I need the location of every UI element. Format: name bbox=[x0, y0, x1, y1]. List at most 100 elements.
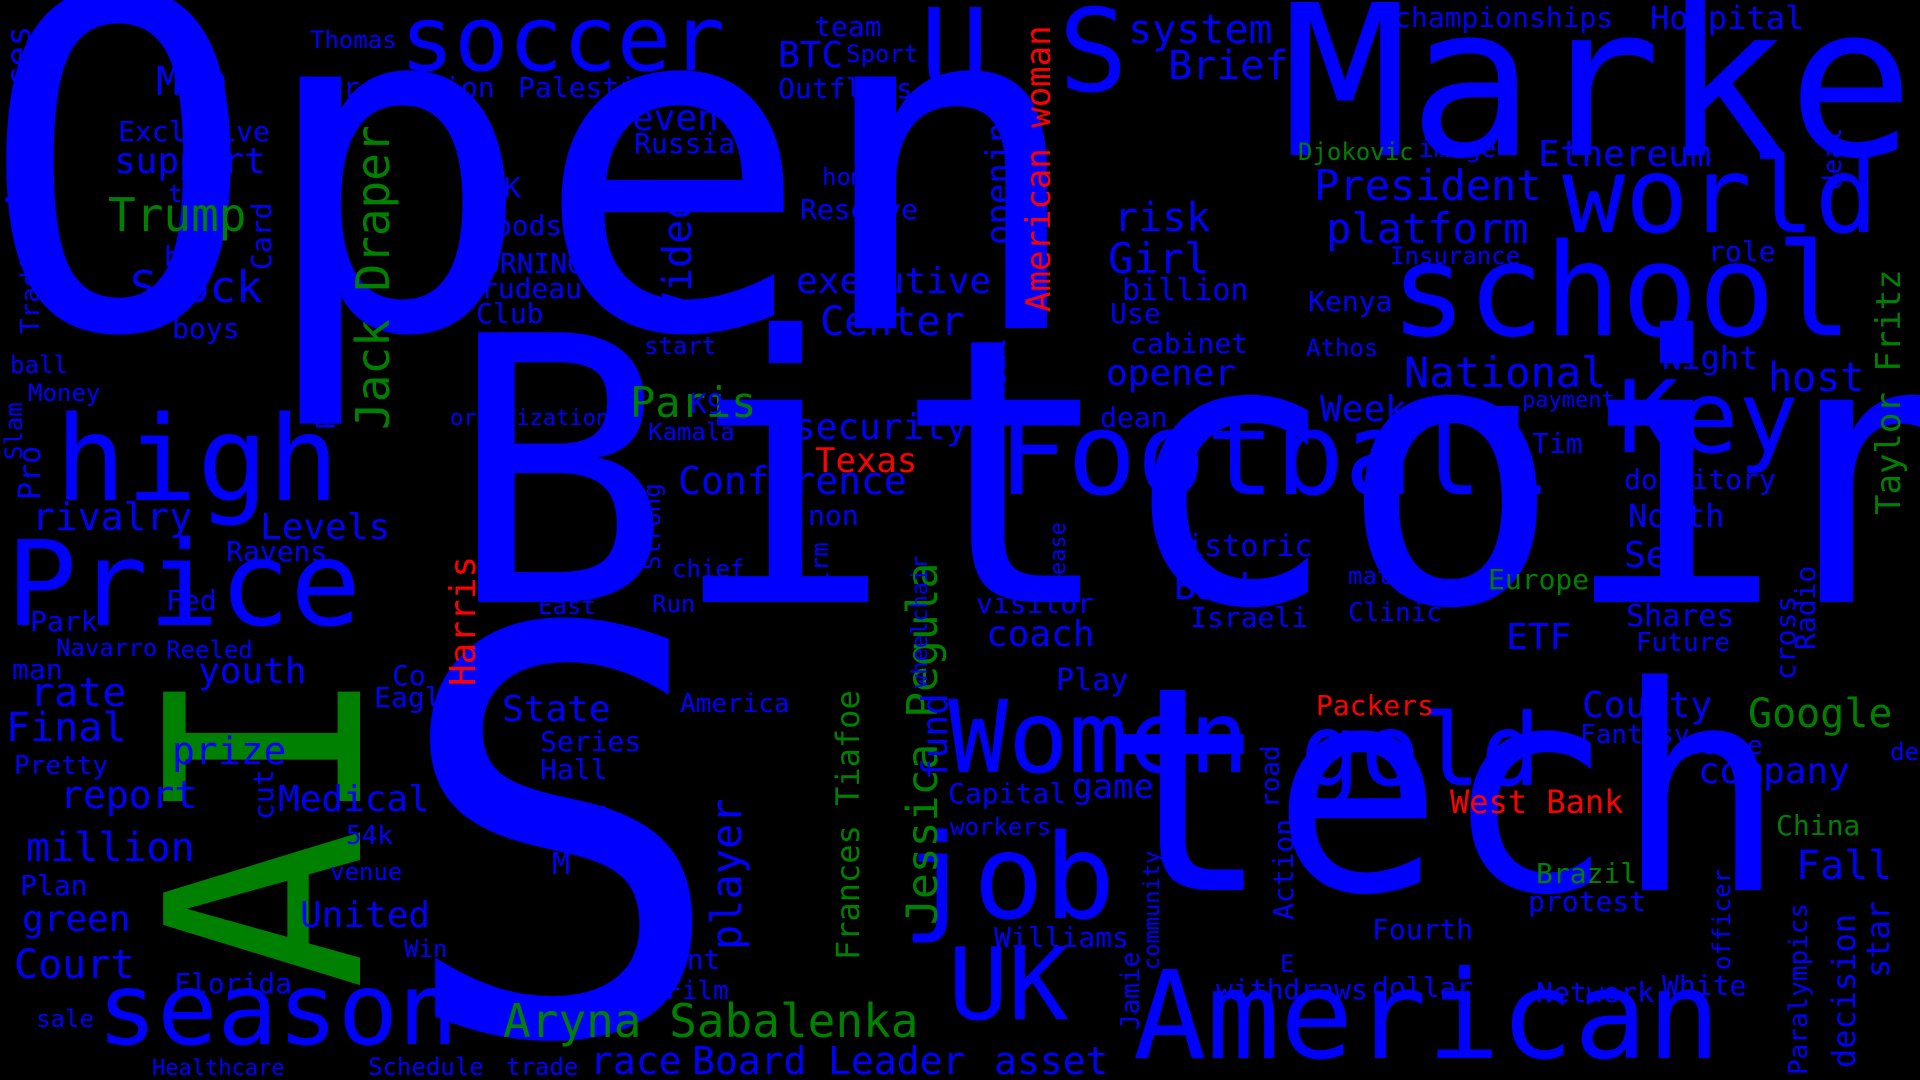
word-plan: Plan bbox=[20, 869, 88, 902]
word-board: Board bbox=[692, 1039, 807, 1080]
word-levels: Levels bbox=[260, 507, 391, 548]
word-west-bank: West Bank bbox=[1450, 783, 1624, 821]
word-deal: deal bbox=[1818, 127, 1848, 190]
word-women: Women bbox=[948, 679, 1250, 796]
word-wheelchair: wheelchair bbox=[908, 555, 933, 688]
word-white: White bbox=[1662, 969, 1747, 1002]
word-state: State bbox=[502, 689, 611, 730]
word-support: support bbox=[114, 141, 266, 182]
word-russia: Russia bbox=[634, 127, 736, 160]
word-frances-tiafoe: Frances Tiafoe bbox=[829, 690, 867, 960]
word-kamala: Kamala bbox=[648, 418, 735, 446]
word-set: Set bbox=[1624, 535, 1690, 576]
word-dean: dean bbox=[1100, 401, 1168, 434]
word-bad: bad bbox=[164, 240, 215, 273]
word-google: Google bbox=[1748, 691, 1893, 737]
word-bank: Bank bbox=[1174, 567, 1261, 608]
word-foods: foods bbox=[478, 209, 563, 242]
word-million: million bbox=[26, 825, 195, 871]
word-paris: Paris bbox=[630, 378, 757, 427]
word-aryna-sabalenka: Aryna Sabalenka bbox=[503, 994, 919, 1048]
word-palestinian: Palestinian bbox=[518, 71, 704, 104]
word-cross: cross bbox=[1769, 595, 1802, 680]
word-action: Action bbox=[1267, 818, 1300, 920]
word-border: border bbox=[506, 795, 608, 828]
word-team: team bbox=[814, 10, 882, 43]
word-money: Money bbox=[28, 379, 101, 407]
word-match: match bbox=[1348, 562, 1421, 590]
word-clinic: Clinic bbox=[1348, 598, 1442, 628]
word-de: de bbox=[1890, 738, 1919, 766]
word-exclusive: Exclusive bbox=[118, 115, 270, 148]
word-future: Future bbox=[1636, 628, 1730, 658]
word-north: North bbox=[1628, 497, 1725, 535]
word-taylor-fritz: Taylor Fritz bbox=[1869, 269, 1909, 515]
word-historic: Historic bbox=[1168, 529, 1313, 564]
word-case: Case bbox=[1700, 731, 1763, 761]
word-officer: officer bbox=[1708, 868, 1736, 970]
word-trump: Trump bbox=[108, 188, 247, 242]
word-network: Network bbox=[1536, 976, 1655, 1009]
word-fantasy: Fantasy bbox=[1580, 720, 1690, 750]
word-ravens: Ravens bbox=[226, 535, 328, 568]
word-texas: Texas bbox=[815, 441, 918, 481]
word-event: event bbox=[632, 98, 741, 139]
word-film: Film bbox=[666, 976, 729, 1006]
word-card: Card bbox=[245, 202, 278, 270]
word-morning: MORNING bbox=[466, 247, 585, 280]
word-price: Price bbox=[6, 515, 362, 653]
word-giant: giant bbox=[636, 943, 721, 976]
word-united: United bbox=[300, 895, 431, 936]
word-school: school bbox=[1390, 217, 1853, 366]
word-girl: Girl bbox=[1108, 234, 1210, 283]
word-organization: organization bbox=[450, 406, 609, 431]
word-boys: boys bbox=[172, 312, 240, 345]
word-week: Week bbox=[1320, 389, 1407, 430]
word-american-woman: American woman bbox=[1019, 25, 1059, 312]
word-china: China bbox=[1776, 809, 1861, 842]
word-m: M bbox=[552, 847, 571, 882]
word-djokovic: Djokovic bbox=[1298, 138, 1414, 166]
word-us: U S bbox=[920, 0, 1128, 119]
word-stock: Stock bbox=[130, 262, 263, 313]
word-conference: Conference bbox=[678, 459, 907, 503]
word-road: road bbox=[1256, 745, 1286, 808]
word-sport: Sport bbox=[846, 40, 919, 68]
word-ethereum: Ethereum bbox=[1538, 134, 1712, 175]
word-high: high bbox=[55, 390, 340, 528]
word-tech: tech bbox=[1100, 626, 1787, 958]
word-s: S bbox=[392, 514, 730, 1080]
word-game: game bbox=[1072, 767, 1154, 807]
word-america: America bbox=[680, 689, 790, 719]
word-trudeau: Trudeau bbox=[464, 272, 583, 305]
word-coach: coach bbox=[986, 614, 1095, 655]
word-billion: billion bbox=[1122, 273, 1249, 308]
word-open: Open bbox=[0, 0, 1088, 437]
word-championships: championships bbox=[1394, 1, 1614, 34]
word-youth: youth bbox=[198, 651, 307, 692]
word-payment: payment bbox=[1522, 388, 1615, 413]
word-jack-draper: Jack Draper bbox=[346, 125, 400, 430]
word-ball: ball bbox=[10, 351, 68, 379]
word-paralympics: Paralympics bbox=[1784, 902, 1814, 1075]
word-pretty: Pretty bbox=[14, 751, 108, 781]
word-court: Court bbox=[14, 942, 135, 988]
word-eagles: Eagles bbox=[374, 681, 476, 714]
word-brief: Brief bbox=[1168, 43, 1289, 89]
word-firm: firm bbox=[806, 542, 834, 600]
word-reeled: Reeled bbox=[166, 636, 253, 664]
word-venue: venue bbox=[330, 858, 403, 886]
word-football: Football bbox=[998, 388, 1552, 522]
word-park: Park bbox=[30, 605, 98, 638]
word-jamie: Jamie bbox=[1116, 951, 1146, 1030]
word-dormitory: dormitory bbox=[1624, 463, 1776, 496]
word-sale: sale bbox=[36, 1005, 94, 1033]
word-soccer: soccer bbox=[400, 0, 726, 92]
word-opener: opener bbox=[1106, 353, 1237, 394]
word-israeli: Israeli bbox=[1190, 601, 1309, 634]
word-florida: Florida bbox=[174, 967, 293, 1000]
word-tim: Tim bbox=[1532, 427, 1583, 460]
word-wave: wave bbox=[1690, 580, 1748, 608]
word-hall: Hall bbox=[540, 753, 608, 786]
word-54k: 54k bbox=[346, 821, 393, 851]
